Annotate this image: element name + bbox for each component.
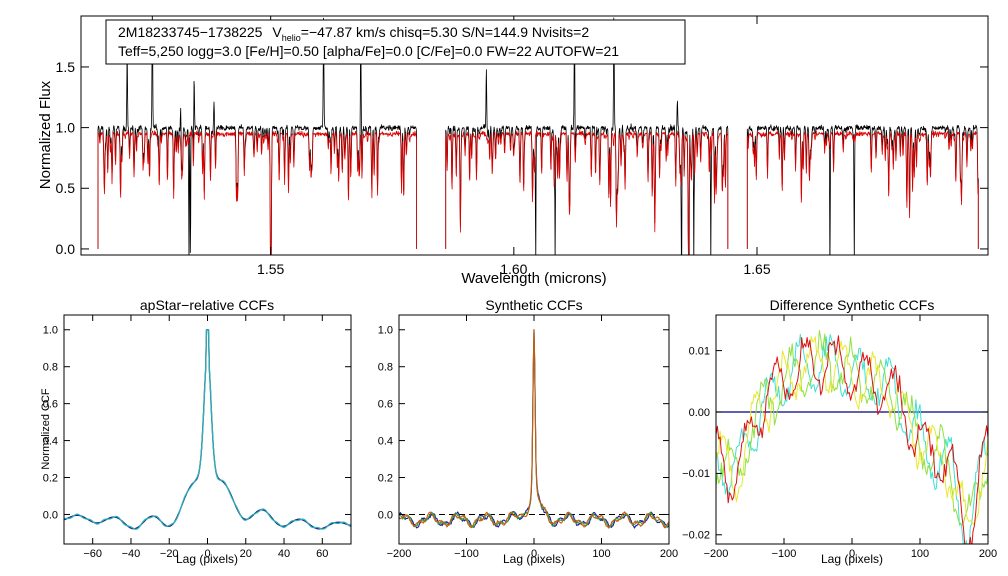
y-tick-label: 0.0 <box>378 509 393 521</box>
spectrum-ylabel: Normalized Flux <box>37 80 54 189</box>
x-tick-label: 100 <box>592 548 610 560</box>
y-tick-label: 0.00 <box>689 407 710 419</box>
y-tick-label: 0.0 <box>43 509 58 521</box>
x-tick-label: −100 <box>772 548 797 560</box>
x-tick-label: 1.65 <box>743 261 770 277</box>
annotation-line-1: 2M18233745−1738225 Vhelio=−47.87 km/s chi… <box>118 24 589 43</box>
y-tick-label: 0.6 <box>43 398 58 410</box>
x-tick-label: 1.60 <box>500 261 527 277</box>
y-tick-label: 1.5 <box>56 59 76 75</box>
y-tick-label: −0.02 <box>682 530 710 542</box>
x-tick-label: 40 <box>278 548 290 560</box>
x-tick-label: 0 <box>204 548 210 560</box>
annotation-line-2: Teff=5,250 logg=3.0 [Fe/H]=0.50 [alpha/F… <box>118 43 619 59</box>
y-tick-label: 0.6 <box>378 398 393 410</box>
y-tick-label: 0.4 <box>378 435 393 447</box>
x-tick-label: −200 <box>704 548 729 560</box>
spectrum-xlabel: Wavelength (microns) <box>461 270 606 287</box>
synthetic-ccf-series-2 <box>399 329 669 529</box>
spectrum-frame <box>80 15 989 256</box>
spectrum-series-1 <box>97 129 418 255</box>
difference-ccf-xlabel: Lag (pixels) <box>821 552 883 566</box>
spectrum-panel: 1.55 1.60 1.65 0.0 0.5 1.0 1.5 Normalized Flux… <box>37 15 989 287</box>
x-tick-label: −40 <box>122 548 141 560</box>
x-tick-label: 20 <box>240 548 252 560</box>
synthetic-ccf-panel: −200 −100 0 100 200 0.0 0.2 0.4 0.6 0.8 1.0 Synthe… <box>378 297 678 566</box>
y-tick-label: 0.8 <box>43 362 58 374</box>
difference-ccf-series-0 <box>716 333 988 544</box>
x-tick-label: 200 <box>660 548 678 560</box>
x-tick-label: 0 <box>849 548 855 560</box>
spectrum-series-0 <box>746 124 979 255</box>
y-tick-label: 0.2 <box>43 472 58 484</box>
difference-ccf-series-2 <box>716 336 988 526</box>
y-tick-label: 1.0 <box>43 325 58 337</box>
apstar-ccf-title: apStar−relative CCFs <box>140 297 274 313</box>
x-tick-label: 1.55 <box>257 261 284 277</box>
apstar-ccf-ylabel: Normalized CCF <box>40 388 52 470</box>
x-tick-label: 60 <box>316 548 328 560</box>
apstar-ccf-panel: −60 −40 −20 0 20 40 60 0.0 0.2 0.4 0.6 0.8 1.0 apSta… <box>40 297 352 566</box>
spectrum-series-1 <box>445 129 729 255</box>
x-tick-label: 0 <box>531 548 537 560</box>
y-tick-label: 0.8 <box>378 362 393 374</box>
y-tick-label: 1.0 <box>378 325 393 337</box>
y-tick-label: 0.0 <box>56 241 76 257</box>
difference-ccf-series-1 <box>716 330 988 526</box>
apstar-ccf-series-1 <box>64 329 351 530</box>
synthetic-ccf-title: Synthetic CCFs <box>485 297 582 313</box>
x-tick-label: −20 <box>160 548 179 560</box>
difference-ccf-series-3 <box>716 335 988 544</box>
x-tick-label: 200 <box>979 548 997 560</box>
synthetic-ccf-xlabel: Lag (pixels) <box>503 552 565 566</box>
x-tick-label: −200 <box>387 548 412 560</box>
difference-ccf-title: Difference Synthetic CCFs <box>770 297 935 313</box>
y-tick-label: 0.01 <box>689 345 710 357</box>
x-tick-label: −60 <box>83 548 102 560</box>
y-tick-label: 0.4 <box>43 435 58 447</box>
y-tick-label: 1.0 <box>56 120 76 136</box>
spectrum-series-1 <box>746 130 979 249</box>
annotation-box <box>105 19 686 65</box>
difference-ccf-panel: −200 −100 0 100 200 −0.02 −0.01 0.00 0.01 Differ… <box>682 297 997 566</box>
y-tick-label: 0.2 <box>378 472 393 484</box>
x-tick-label: −100 <box>454 548 479 560</box>
y-tick-label: 0.5 <box>56 180 76 196</box>
x-tick-label: 100 <box>911 548 929 560</box>
y-tick-label: −0.01 <box>682 468 710 480</box>
apstar-ccf-xlabel: Lag (pixels) <box>176 552 238 566</box>
